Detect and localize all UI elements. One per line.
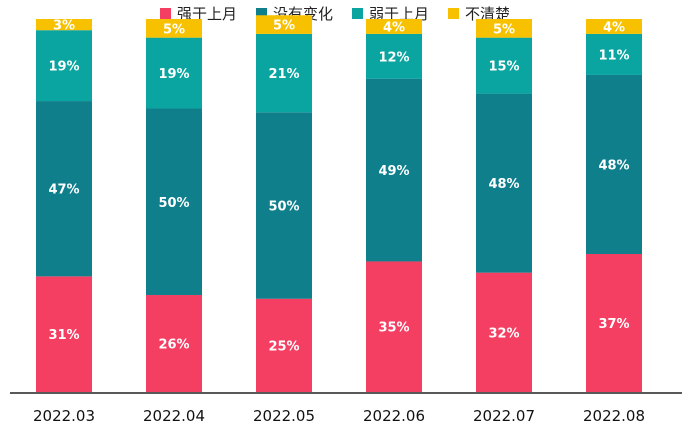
bar-segment-2-1 — [256, 112, 312, 299]
bar-segment-3-1 — [366, 78, 422, 262]
data-label-1-1: 50% — [158, 196, 189, 211]
bar-segment-0-0 — [36, 276, 92, 392]
bar-segment-1-1 — [146, 108, 202, 296]
bar-segment-1-3 — [146, 19, 202, 38]
data-label-5-2: 11% — [598, 48, 629, 63]
bar-segment-5-2 — [586, 33, 642, 75]
data-label-0-1: 47% — [48, 183, 79, 198]
legend-label-2: 弱于上月 — [369, 5, 429, 23]
bar-segment-4-3 — [476, 19, 532, 38]
data-label-2-1: 50% — [268, 200, 299, 215]
bar-segment-2-2 — [256, 33, 312, 113]
x-tick-label-3: 2022.06 — [363, 407, 425, 425]
bar-segment-2-3 — [256, 15, 312, 34]
bar-segment-0-2 — [36, 30, 92, 102]
data-label-5-1: 48% — [598, 158, 629, 173]
data-label-4-1: 48% — [488, 177, 519, 192]
legend-label-3: 不清楚 — [465, 5, 510, 23]
bar-segment-0-3 — [36, 19, 92, 31]
bar-segment-3-3 — [366, 19, 422, 34]
legend-swatch-0 — [160, 8, 171, 19]
bar-segment-4-2 — [476, 37, 532, 94]
bar-segment-1-2 — [146, 37, 202, 109]
data-label-2-2: 21% — [268, 67, 299, 82]
data-label-1-3: 5% — [163, 22, 185, 37]
bar-segment-5-3 — [586, 19, 642, 34]
bar-stack-group: 31% 47% 19% 3% 26% 50% 19% 5% 25% 50% 21% 5% 35% 49% 1… — [36, 15, 642, 392]
bar-segment-0-1 — [36, 101, 92, 277]
data-label-0-2: 19% — [48, 60, 79, 75]
data-label-0-3: 3% — [53, 19, 75, 34]
legend-swatch-1 — [256, 8, 267, 19]
data-label-0-0: 31% — [48, 328, 79, 343]
bar-segment-1-0 — [146, 295, 202, 392]
legend-swatch-2 — [352, 8, 363, 19]
bar-segment-4-1 — [476, 93, 532, 273]
data-label-3-2: 12% — [378, 50, 409, 65]
x-tick-label-1: 2022.04 — [143, 407, 205, 425]
data-label-3-1: 49% — [378, 164, 409, 179]
bar-segment-2-0 — [256, 298, 312, 392]
bar-segment-4-0 — [476, 272, 532, 392]
data-label-4-2: 15% — [488, 60, 519, 75]
x-tick-label-2: 2022.05 — [253, 407, 315, 425]
data-label-3-0: 35% — [378, 321, 409, 336]
bar-segment-5-0 — [586, 253, 642, 392]
bar-segment-5-1 — [586, 74, 642, 254]
x-tick-label-5: 2022.08 — [583, 407, 645, 425]
data-label-4-3: 5% — [493, 22, 515, 37]
data-label-5-0: 37% — [598, 317, 629, 332]
data-label-3-3: 4% — [383, 20, 405, 35]
x-axis-tick-labels: 2022.03 2022.04 2022.05 2022.06 2022.07 2022.… — [33, 407, 645, 425]
chart-legend: 强于上月 没有变化 弱于上月 不清楚 — [160, 5, 510, 23]
bar-segment-3-0 — [366, 261, 422, 392]
data-label-4-0: 32% — [488, 326, 519, 341]
data-label-5-3: 4% — [603, 20, 625, 35]
x-tick-label-4: 2022.07 — [473, 407, 535, 425]
legend-swatch-3 — [448, 8, 459, 19]
data-label-2-3: 5% — [273, 19, 295, 34]
bar-segment-3-2 — [366, 33, 422, 79]
legend-label-0: 强于上月 — [177, 5, 237, 23]
data-label-1-0: 26% — [158, 338, 189, 353]
data-label-2-0: 25% — [268, 339, 299, 354]
x-tick-label-0: 2022.03 — [33, 407, 95, 425]
data-label-1-2: 19% — [158, 67, 189, 82]
